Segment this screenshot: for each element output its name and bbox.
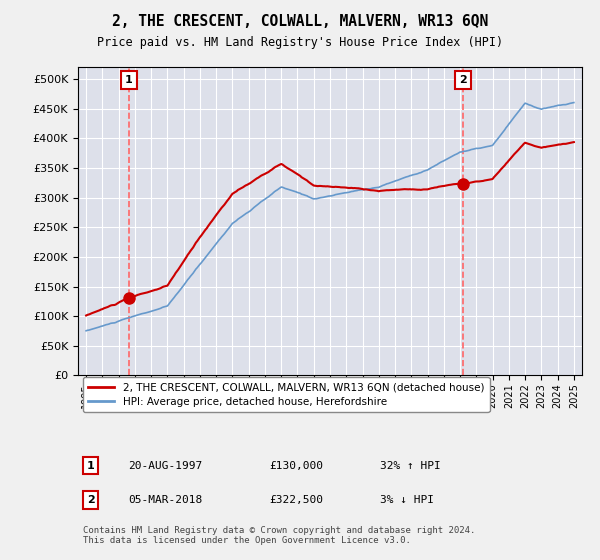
Text: 20-AUG-1997: 20-AUG-1997 [128,460,203,470]
Text: £130,000: £130,000 [269,460,323,470]
Text: 2, THE CRESCENT, COLWALL, MALVERN, WR13 6QN: 2, THE CRESCENT, COLWALL, MALVERN, WR13 … [112,14,488,29]
Text: £322,500: £322,500 [269,495,323,505]
Text: 2: 2 [459,75,467,85]
Text: 2: 2 [87,495,94,505]
Text: 3% ↓ HPI: 3% ↓ HPI [380,495,434,505]
Legend: 2, THE CRESCENT, COLWALL, MALVERN, WR13 6QN (detached house), HPI: Average price: 2, THE CRESCENT, COLWALL, MALVERN, WR13 … [83,377,490,412]
Text: 32% ↑ HPI: 32% ↑ HPI [380,460,441,470]
Text: 1: 1 [125,75,133,85]
Text: 1: 1 [87,460,94,470]
Text: 05-MAR-2018: 05-MAR-2018 [128,495,203,505]
Text: Price paid vs. HM Land Registry's House Price Index (HPI): Price paid vs. HM Land Registry's House … [97,36,503,49]
Text: Contains HM Land Registry data © Crown copyright and database right 2024.
This d: Contains HM Land Registry data © Crown c… [83,526,475,545]
